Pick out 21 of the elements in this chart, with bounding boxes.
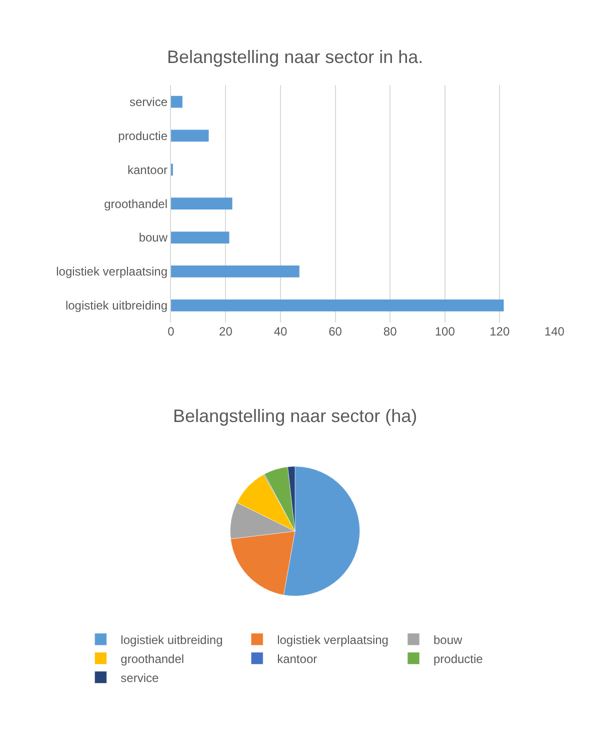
x-tick-label: 40: [274, 324, 288, 338]
x-tick-label: 140: [544, 324, 565, 338]
y-tick-label: productie: [118, 128, 168, 143]
legend-label: productie: [433, 652, 484, 666]
y-tick-label: bouw: [138, 230, 168, 245]
x-tick-label: 60: [328, 324, 342, 338]
legend-label: bouw: [433, 632, 463, 647]
chart-title: Belangstelling naar sector in ha.: [167, 47, 424, 67]
chart-title: Belangstelling naar sector (ha): [173, 406, 418, 426]
y-tick-label: kantoor: [127, 162, 168, 177]
y-tick-label: service: [130, 94, 168, 109]
x-tick-label: 0: [168, 324, 175, 338]
y-tick-label: logistiek uitbreiding: [65, 298, 168, 313]
legend-label: logistiek verplaatsing: [277, 632, 388, 647]
x-tick-label: 120: [490, 324, 510, 338]
x-tick-label: 100: [434, 324, 456, 338]
y-tick-label: groothandel: [104, 196, 168, 211]
legend-label: kantoor: [277, 652, 318, 666]
x-tick-label: 20: [219, 324, 233, 338]
x-tick-label: 80: [383, 324, 398, 338]
y-tick-label: logistiek verplaatsing: [56, 264, 168, 279]
